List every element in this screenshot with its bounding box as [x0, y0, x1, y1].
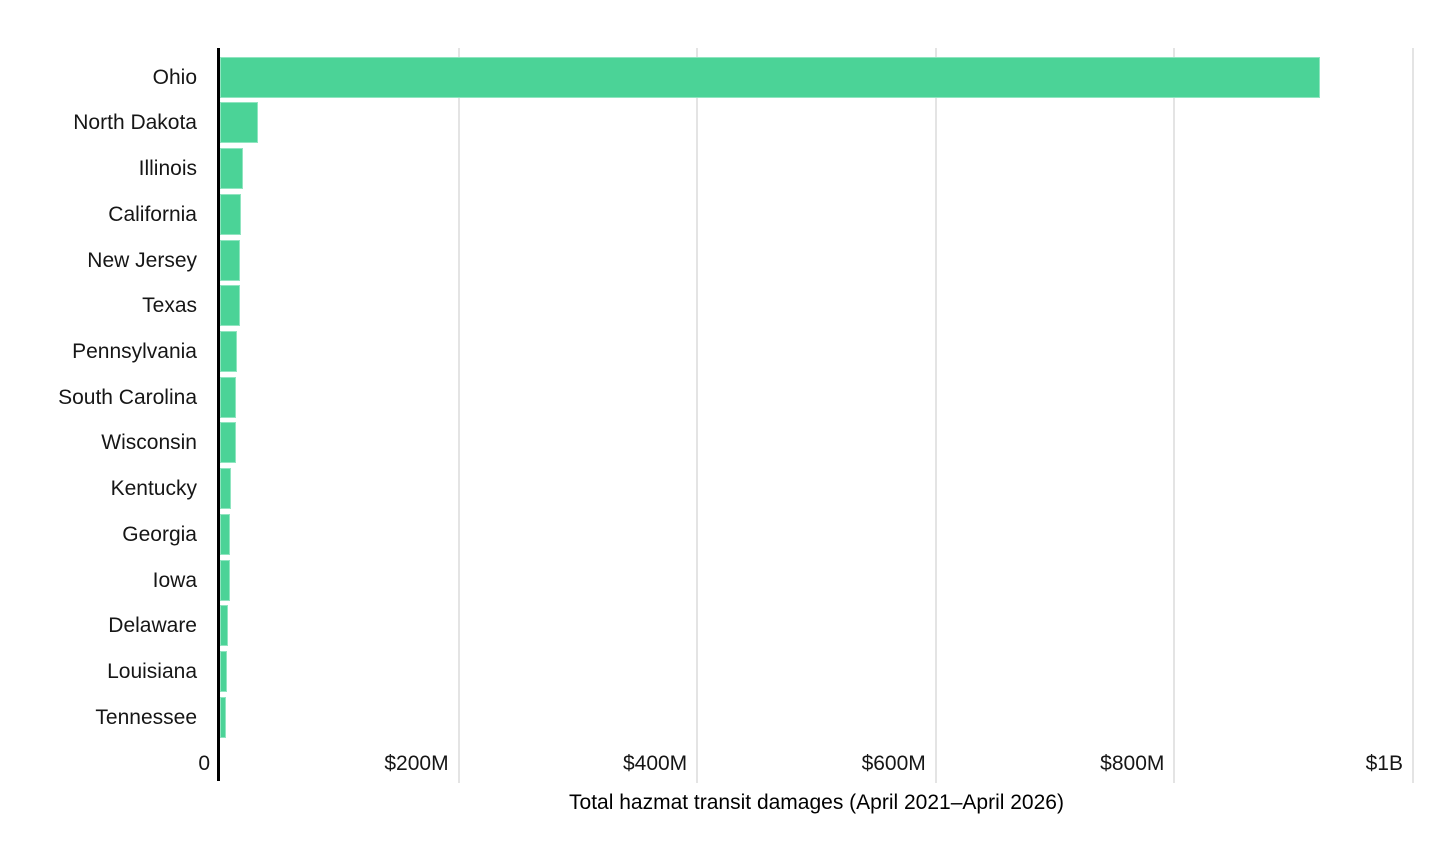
category-label: South Carolina: [58, 385, 197, 409]
category-label: Delaware: [108, 614, 197, 638]
category-label: Louisiana: [107, 660, 197, 684]
category-label: Texas: [142, 294, 197, 318]
bar: [220, 193, 241, 235]
category-label: Ohio: [152, 65, 197, 89]
x-tick-label: $600M: [861, 752, 926, 775]
category-label: California: [108, 202, 197, 226]
gridline-1: [1412, 48, 1414, 783]
x-tick-label: $800M: [1100, 752, 1165, 775]
gridline-400: [696, 48, 699, 783]
category-label: Kentucky: [110, 477, 197, 501]
category-label: Pennsylvania: [72, 340, 197, 364]
bar: [220, 696, 226, 738]
category-label: New Jersey: [87, 248, 197, 272]
x-tick-label: $1B: [1365, 752, 1403, 775]
category-label: Georgia: [122, 522, 197, 546]
bar: [220, 376, 237, 418]
category-label: Wisconsin: [101, 431, 197, 455]
x-tick-label: 0: [198, 752, 210, 775]
bar: [220, 285, 241, 327]
bar: [220, 513, 231, 555]
bar: [220, 239, 241, 281]
bar: [220, 605, 229, 647]
category-label: Tennessee: [95, 705, 197, 729]
bar: [220, 56, 1320, 98]
bar: [220, 651, 228, 693]
x-tick-label: $200M: [384, 752, 449, 775]
bar: [220, 422, 236, 464]
category-label: Illinois: [138, 157, 197, 181]
category-label: Iowa: [152, 568, 197, 592]
x-tick-label: $400M: [622, 752, 688, 775]
bar: [220, 468, 231, 510]
x-axis-title: Total hazmat transit damages (April 2021…: [569, 791, 1064, 814]
bar: [220, 148, 243, 190]
bar: [220, 102, 259, 144]
bar: [220, 559, 230, 601]
bar: [220, 331, 238, 373]
category-label: North Dakota: [73, 111, 197, 135]
y-axis-line: [217, 48, 220, 781]
gridline-800: [1173, 48, 1176, 783]
gridline-200: [457, 48, 460, 783]
gridline-600: [934, 48, 937, 783]
